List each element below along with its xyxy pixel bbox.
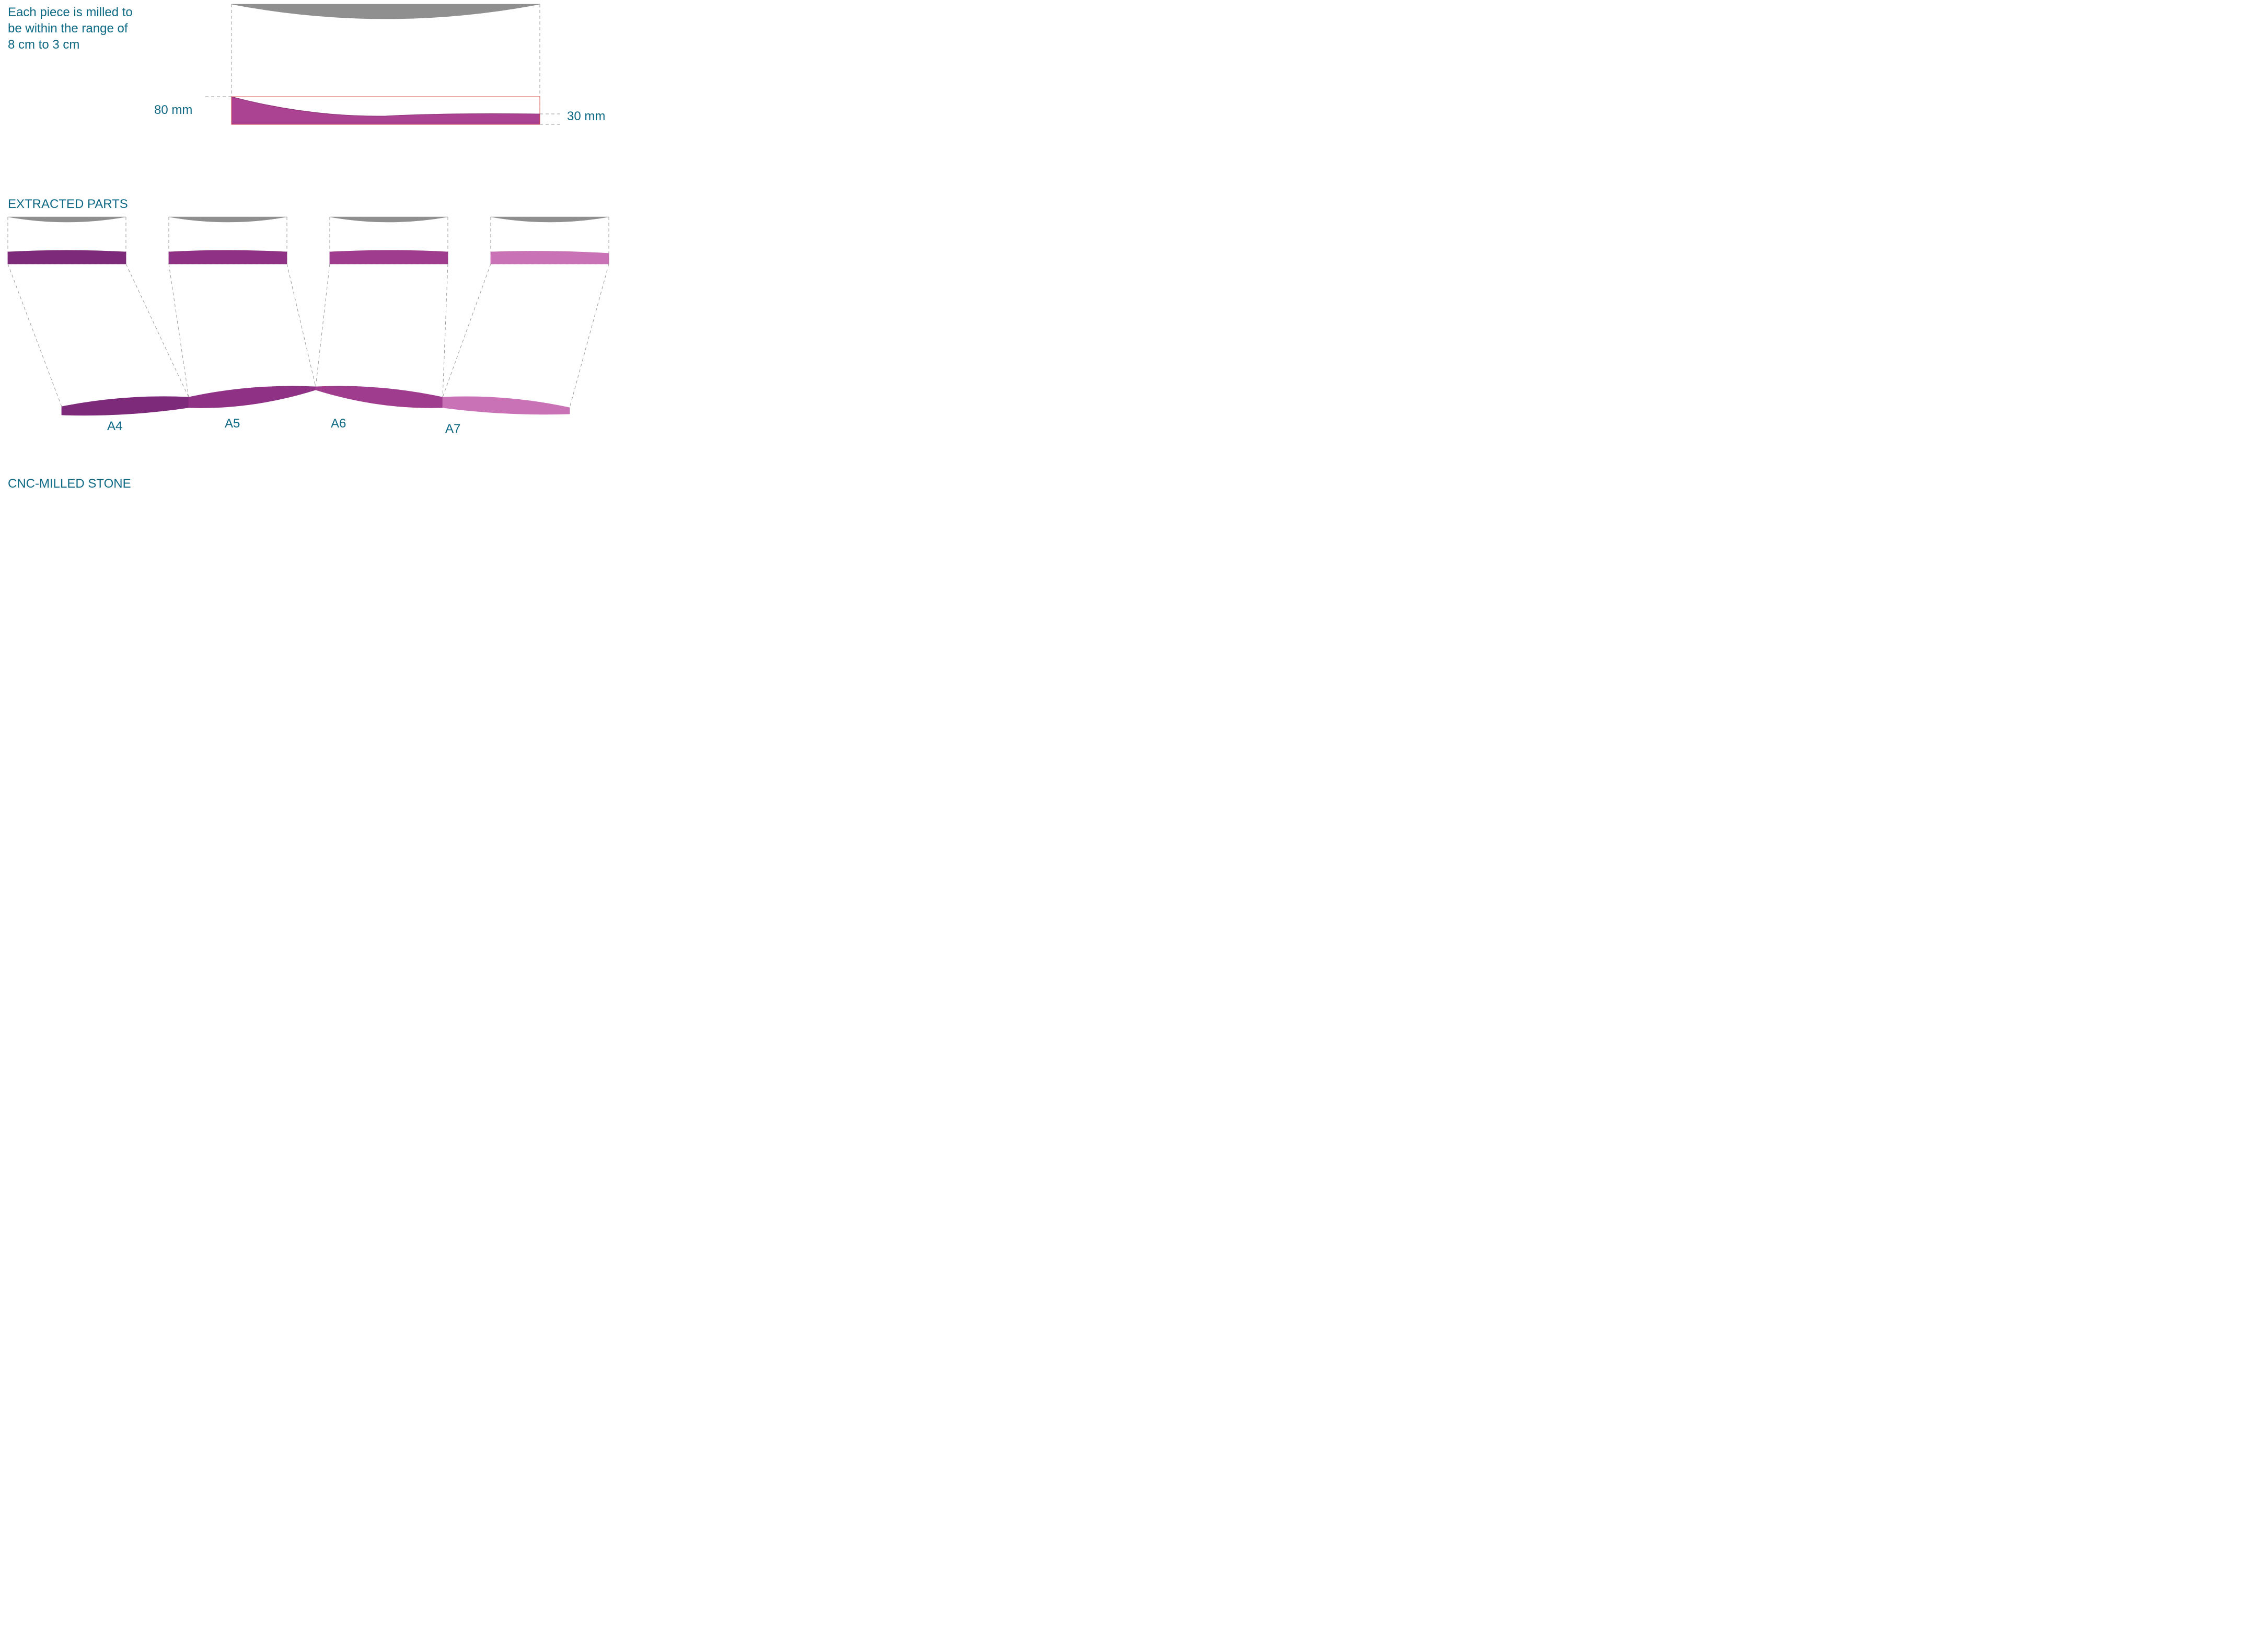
dim-left-label: 80 mm [154,102,192,118]
intro-line1: Each piece is milled to [8,5,133,19]
intro-text: Each piece is milled to be within the ra… [8,4,133,53]
section-cnc-title: CNC-MILLED STONE [8,476,131,492]
part-label-a7: A7 [445,421,460,437]
section-extracted-title: EXTRACTED PARTS [8,196,128,212]
part-label-a5: A5 [225,415,240,432]
intro-line3: 8 cm to 3 cm [8,38,79,52]
intro-line2: be within the range of [8,21,128,36]
dim-right-label: 30 mm [567,108,605,124]
part-label-a4: A4 [107,418,122,434]
part-label-a6: A6 [331,415,346,432]
